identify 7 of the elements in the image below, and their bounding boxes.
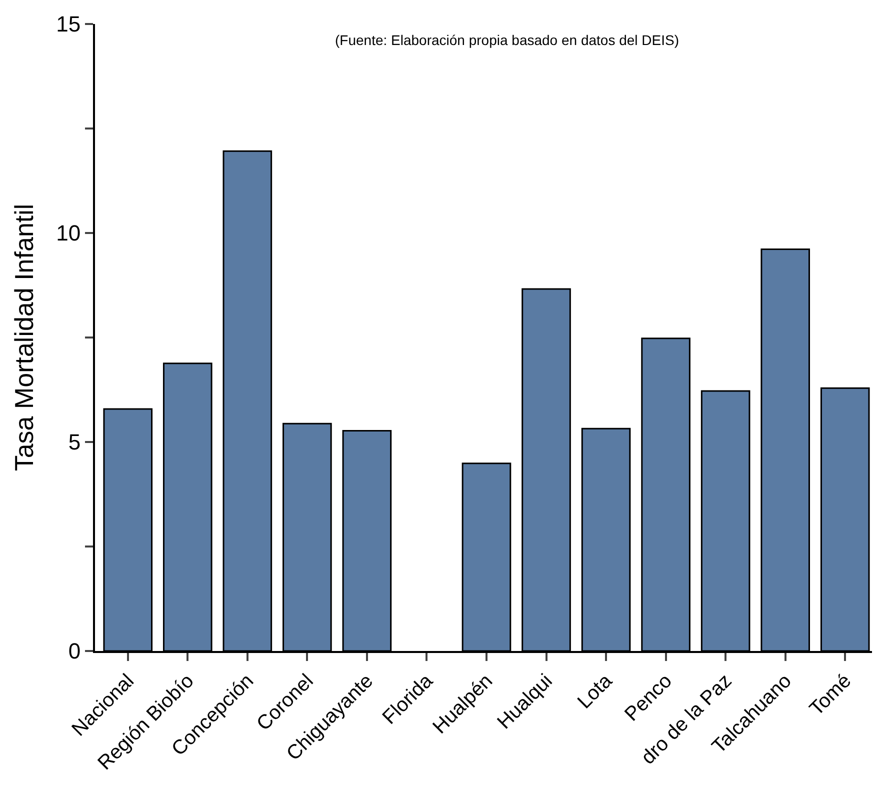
y-axis-title: Tasa Mortalidad Infantil	[9, 204, 40, 472]
y-tick-label: 0	[68, 638, 81, 664]
annotation: (Fuente: Elaboración propia basado en datos del DEIS)	[335, 32, 679, 48]
y-tick-label: 5	[68, 430, 81, 455]
y-tick-label: 15	[56, 12, 81, 37]
y-tick-label: 10	[56, 220, 81, 246]
x-tick-label: Lota	[574, 669, 618, 714]
